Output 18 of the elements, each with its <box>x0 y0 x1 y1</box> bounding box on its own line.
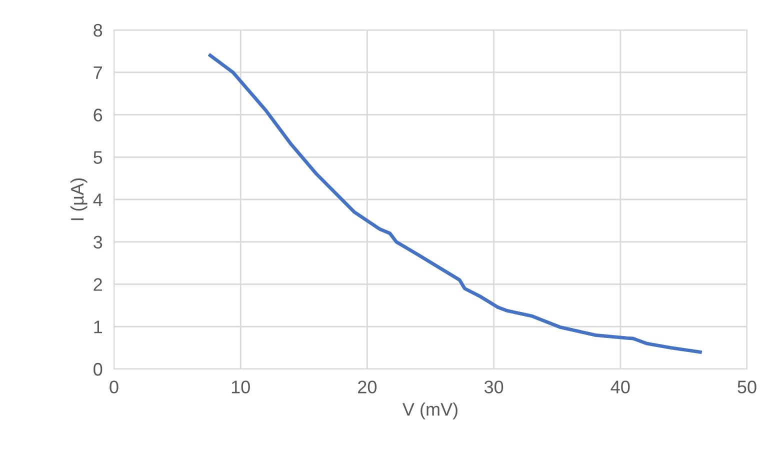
x-tick-label: 0 <box>110 380 118 394</box>
y-tick-label: 8 <box>94 24 102 37</box>
y-tick-label: 5 <box>94 151 102 164</box>
x-tick-label: 50 <box>738 380 756 394</box>
y-tick-label: 7 <box>94 66 102 79</box>
x-tick-label: 10 <box>232 380 250 394</box>
y-axis-title: I (µA) <box>70 178 88 220</box>
x-axis-title: V (mV) <box>402 402 458 420</box>
y-tick-label: 4 <box>93 194 102 206</box>
y-tick-label: 0 <box>94 362 102 376</box>
y-tick-label: 6 <box>94 108 102 122</box>
line-series <box>208 54 702 354</box>
x-tick-label: 30 <box>484 380 504 394</box>
x-tick-label: 20 <box>358 380 377 394</box>
y-tick-label: 3 <box>94 236 102 249</box>
y-tick-label: 2 <box>94 278 102 291</box>
y-tick-label: 1 <box>94 320 102 334</box>
x-tick-label: 40 <box>610 380 630 394</box>
